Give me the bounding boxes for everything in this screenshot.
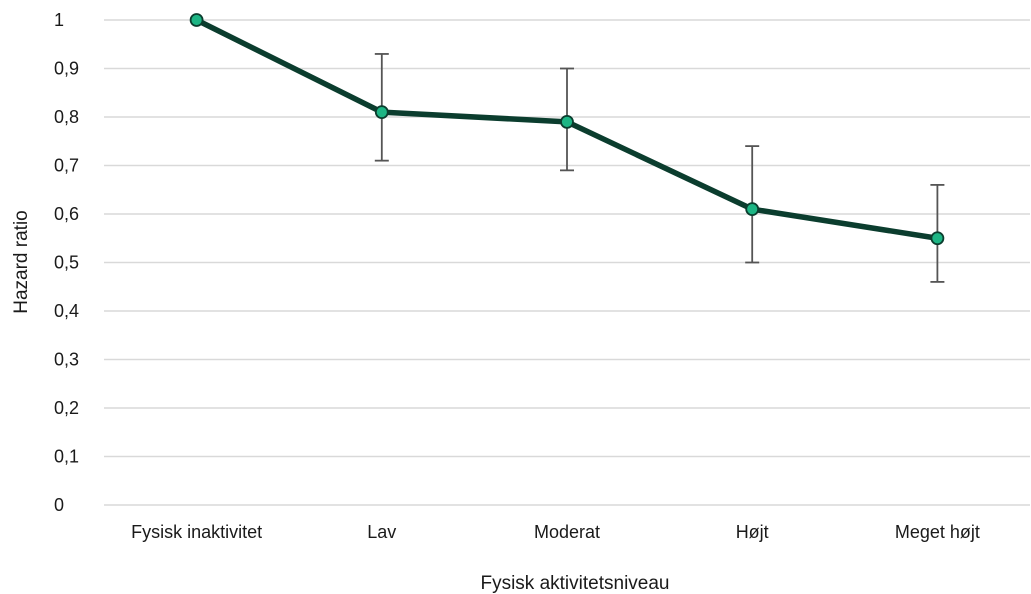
y-axis-title: Hazard ratio bbox=[11, 210, 32, 314]
data-point bbox=[560, 114, 574, 129]
x-axis-title: Fysisk aktivitetsniveau bbox=[480, 573, 669, 594]
x-tick-label: Fysisk inaktivitet bbox=[131, 522, 262, 542]
y-axis-ticks: 0 0,1 0,2 0,3 0,4 0,5 0,6 0,7 0,8 0,9 1 bbox=[54, 10, 79, 515]
data-point bbox=[189, 13, 204, 27]
data-point bbox=[374, 105, 389, 120]
y-tick-label: 0,3 bbox=[54, 350, 79, 370]
x-tick-label: Moderat bbox=[534, 522, 600, 542]
y-tick-label: 0,2 bbox=[54, 398, 79, 418]
x-tick-label: Meget højt bbox=[895, 522, 980, 542]
y-tick-label: 0,6 bbox=[54, 204, 79, 224]
y-tick-label: 0,5 bbox=[54, 253, 79, 273]
y-tick-label: 0,7 bbox=[54, 156, 79, 176]
x-tick-label: Lav bbox=[367, 522, 396, 542]
x-axis-ticks: Fysisk inaktivitet Lav Moderat Højt Meget hø… bbox=[131, 522, 980, 542]
y-tick-label: 0,1 bbox=[54, 447, 79, 467]
y-tick-label: 0 bbox=[54, 495, 64, 515]
y-tick-label: 0,8 bbox=[54, 107, 79, 127]
y-tick-label: 1 bbox=[54, 10, 64, 30]
data-point bbox=[930, 231, 945, 246]
y-tick-label: 0,9 bbox=[54, 59, 79, 79]
data-point bbox=[745, 202, 760, 217]
x-tick-label: Højt bbox=[736, 522, 769, 542]
y-tick-label: 0,4 bbox=[54, 301, 79, 321]
data-points bbox=[189, 13, 945, 246]
